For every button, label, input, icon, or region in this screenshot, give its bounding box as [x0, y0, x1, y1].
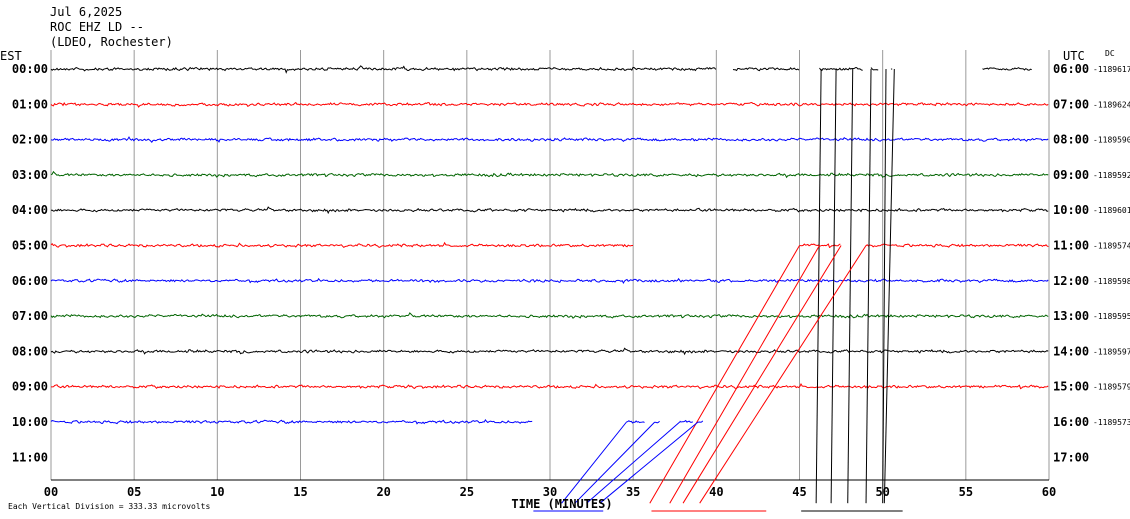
- trace-1000-seg-2: [654, 420, 660, 424]
- x-ticks: 00 05 10 15 20 25 30 35 40 45 50 55 60: [44, 485, 1056, 499]
- est-label-0100: 01:00: [12, 97, 48, 111]
- connector-line-9: [699, 245, 867, 504]
- connector-line-6: [649, 245, 800, 504]
- traces: [50, 65, 1049, 425]
- connectors: [533, 68, 903, 512]
- trace-1000-seg-4: [697, 420, 704, 423]
- x-tick-45: 45: [792, 485, 806, 499]
- footer-note: Each Vertical Division = 333.33 microvol…: [8, 502, 210, 511]
- utc-label-1100: 11:00: [1053, 239, 1089, 253]
- trace-0800-seg-0: [50, 347, 1049, 356]
- trace-0300-seg-0: [50, 170, 1049, 179]
- trace-0700-seg-0: [50, 312, 1049, 319]
- connector-line-10: [561, 421, 627, 504]
- dc-value-1200: -1189598: [1093, 277, 1130, 286]
- trace-0500-seg-1: [799, 243, 841, 249]
- trace-0500-seg-2: [865, 243, 1049, 248]
- dc-value-1100: -1189574: [1093, 242, 1130, 251]
- connector-line-3: [865, 68, 872, 504]
- x-tick-40: 40: [709, 485, 723, 499]
- utc-label-1200: 12:00: [1053, 274, 1089, 288]
- trace-0000-seg-2: [819, 67, 863, 72]
- x-tick-05: 05: [127, 485, 141, 499]
- right-axis-title: UTC: [1063, 49, 1085, 63]
- est-label-0200: 02:00: [12, 133, 48, 147]
- header-network: (LDEO, Rochester): [50, 35, 173, 49]
- utc-label-1700: 17:00: [1053, 450, 1089, 464]
- connector-line-4: [882, 68, 887, 504]
- x-tick-35: 35: [626, 485, 640, 499]
- utc-label-1500: 15:00: [1053, 380, 1089, 394]
- header-channel: ROC EHZ LD --: [50, 20, 144, 34]
- dc-value-0700: -1189624: [1093, 100, 1130, 109]
- trace-0000-seg-0: [50, 65, 717, 74]
- connector-line-11: [574, 421, 656, 504]
- utc-label-0600: 06:00: [1053, 62, 1089, 76]
- est-label-0500: 05:00: [12, 239, 48, 253]
- connector-line-2: [847, 68, 854, 504]
- connector-line-5: [883, 68, 895, 504]
- x-tick-55: 55: [959, 485, 973, 499]
- dc-value-1600: -1189573: [1093, 418, 1130, 427]
- x-tick-20: 20: [376, 485, 390, 499]
- dc-value-0900: -1189592: [1093, 171, 1130, 180]
- x-tick-50: 50: [875, 485, 889, 499]
- trace-0100-seg-0: [50, 101, 1049, 108]
- utc-label-1300: 13:00: [1053, 309, 1089, 323]
- utc-label-1400: 14:00: [1053, 344, 1089, 358]
- x-tick-00: 00: [44, 485, 58, 499]
- x-tick-25: 25: [460, 485, 474, 499]
- dc-value-1400: -1189597: [1093, 347, 1130, 356]
- x-tick-30: 30: [543, 485, 557, 499]
- trace-0000-seg-1: [732, 67, 800, 72]
- utc-label-1000: 10:00: [1053, 203, 1089, 217]
- row-labels: 00:00 06:00 -1189617 01:00 07:00 -1189624 02:0…: [12, 62, 1130, 464]
- utc-label-0900: 09:00: [1053, 168, 1089, 182]
- utc-label-0700: 07:00: [1053, 97, 1089, 111]
- connector-line-8: [682, 245, 842, 504]
- est-label-0300: 03:00: [12, 168, 48, 182]
- connector-line-1: [830, 68, 837, 504]
- connector-line-7: [669, 245, 820, 504]
- trace-0200-seg-0: [50, 136, 1049, 143]
- trace-0000-seg-3: [870, 67, 879, 71]
- trace-1000-seg-1: [626, 420, 645, 424]
- trace-0400-seg-0: [50, 206, 1049, 215]
- trace-1000-seg-3: [679, 419, 694, 423]
- utc-label-1600: 16:00: [1053, 415, 1089, 429]
- header-date: Jul 6,2025: [50, 5, 122, 19]
- connector-line-0: [815, 68, 822, 504]
- x-tick-10: 10: [210, 485, 224, 499]
- est-label-1000: 10:00: [12, 415, 48, 429]
- dc-value-1300: -1189595: [1093, 312, 1130, 321]
- trace-1000-seg-0: [50, 419, 533, 425]
- connector-line-12: [586, 421, 681, 504]
- trace-0600-seg-0: [50, 277, 1049, 285]
- trace-0000-seg-5: [982, 67, 1032, 71]
- est-label-0400: 04:00: [12, 203, 48, 217]
- utc-label-0800: 08:00: [1053, 133, 1089, 147]
- est-label-0700: 07:00: [12, 309, 48, 323]
- dc-value-0600: -1189617: [1093, 65, 1130, 74]
- x-tick-60: 60: [1042, 485, 1056, 499]
- trace-0900-seg-0: [51, 382, 1049, 390]
- connector-line-13: [599, 421, 699, 504]
- x-axis-title: TIME (MINUTES): [511, 497, 612, 511]
- est-label-0800: 08:00: [12, 344, 48, 358]
- dc-value-0800: -1189590: [1093, 136, 1130, 145]
- x-tick-15: 15: [293, 485, 307, 499]
- est-label-0900: 09:00: [12, 380, 48, 394]
- dc-value-1500: -1189579: [1093, 383, 1130, 392]
- est-label-0600: 06:00: [12, 274, 48, 288]
- est-label-0000: 00:00: [12, 62, 48, 76]
- trace-0500-seg-0: [50, 241, 633, 249]
- left-axis-title: EST: [0, 49, 22, 63]
- est-label-1100: 11:00: [12, 450, 48, 464]
- dc-value-1000: -1189601: [1093, 206, 1130, 215]
- dc-label: DC: [1105, 49, 1115, 58]
